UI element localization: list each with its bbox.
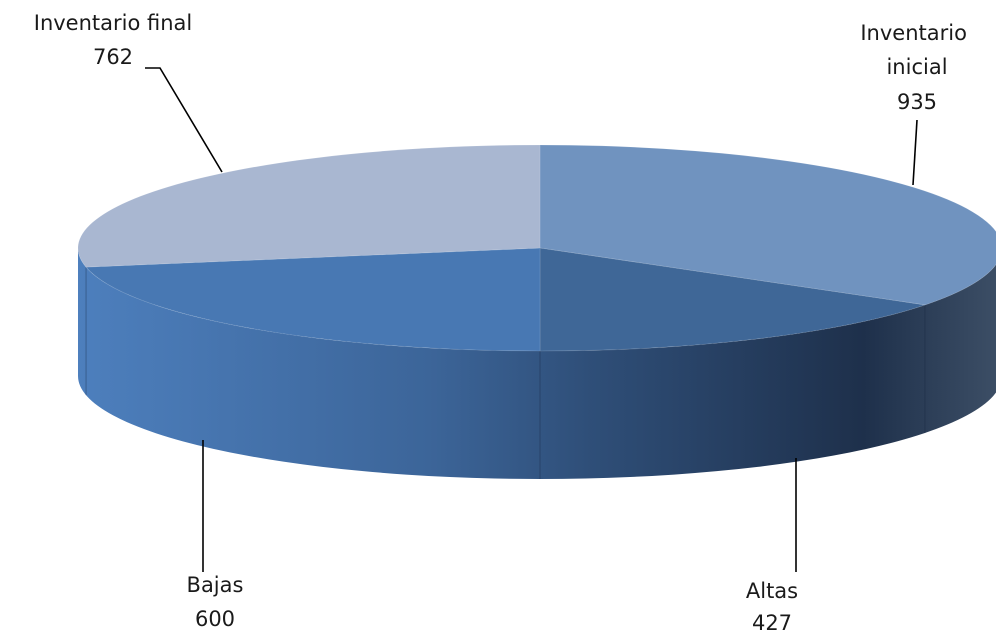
leader-lines	[145, 67, 918, 572]
value-bajas: 600	[195, 607, 235, 631]
value-inventario-inicial: 935	[897, 90, 937, 114]
label-bajas: Bajas	[187, 573, 244, 597]
leader-inventario-inicial	[912, 119, 918, 186]
pie-side-wall	[78, 248, 996, 479]
label-inventario-inicial: Inventario inicial	[860, 21, 973, 79]
leader-inventario-final	[145, 67, 223, 173]
pie-side-surface	[78, 248, 996, 479]
data-labels: Inventario inicial 935 Altas 427 Bajas 6…	[34, 11, 973, 635]
label-inventario-final: Inventario final	[34, 11, 193, 35]
slice-bajas	[85, 247, 541, 352]
slice-inventario-final	[77, 144, 541, 268]
value-inventario-final: 762	[93, 45, 133, 69]
value-altas: 427	[752, 611, 792, 635]
slice-inventario-inicial	[539, 144, 996, 306]
label-altas: Altas	[746, 579, 798, 603]
slice-altas	[539, 247, 926, 352]
pie-slices	[77, 144, 996, 352]
